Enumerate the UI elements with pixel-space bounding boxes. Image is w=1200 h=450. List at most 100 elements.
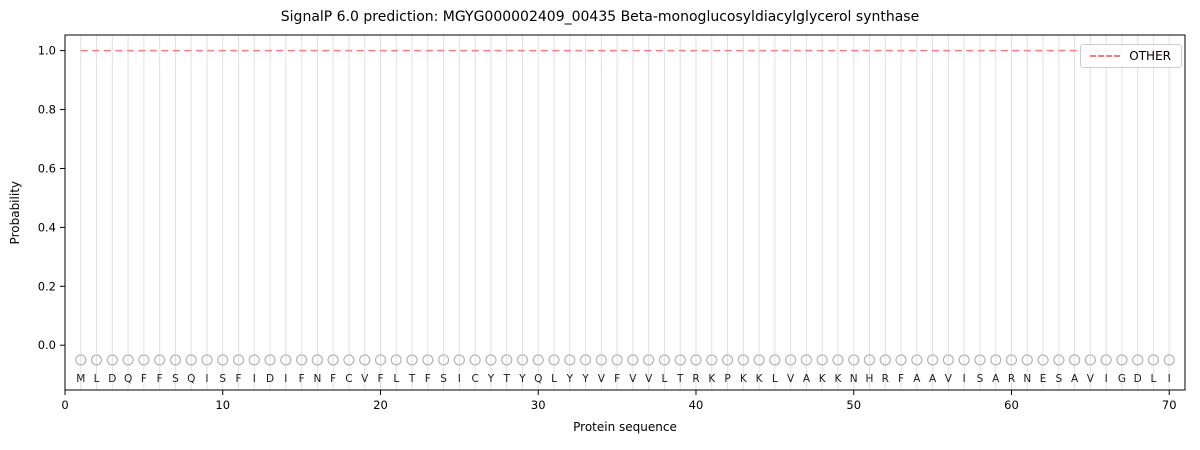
residue-letter: F [614, 373, 620, 385]
residue-marker [374, 354, 387, 366]
residue-marker [1037, 354, 1049, 366]
residue-letter: P [724, 373, 730, 385]
residue-marker [343, 354, 355, 366]
residue-marker [1068, 354, 1081, 366]
x-tick-label: 70 [1162, 398, 1177, 412]
residue-marker [1005, 354, 1018, 366]
residue-marker [169, 354, 182, 366]
residue-letter: A [803, 373, 811, 385]
residue-letter: E [1040, 373, 1047, 385]
residue-letter: D [1134, 373, 1142, 385]
residue-marker [785, 354, 797, 366]
residue-letter: I [458, 373, 461, 385]
residue-marker [1100, 354, 1112, 366]
residue-marker [658, 354, 671, 366]
residue-marker [1116, 354, 1128, 366]
residue-letter: N [313, 373, 321, 385]
residue-marker [990, 354, 1002, 366]
residue-marker [911, 354, 923, 366]
residue-marker [390, 354, 402, 366]
x-tick-label: 30 [531, 398, 546, 412]
y-tick-label: 0.2 [38, 279, 56, 293]
residue-letter: R [882, 373, 889, 385]
residue-marker [75, 354, 87, 366]
residue-letter: Q [187, 373, 195, 385]
residue-letter: T [676, 373, 684, 385]
residue-marker [643, 354, 655, 366]
residue-letter: L [393, 373, 399, 385]
residue-letter: Q [124, 373, 132, 385]
residue-letter: V [598, 373, 606, 385]
y-axis-label-wrap: Probability [8, 35, 22, 390]
residue-letter: F [898, 373, 904, 385]
residue-letter: T [502, 373, 510, 385]
residue-marker [879, 354, 891, 366]
residue-marker [816, 354, 828, 366]
residue-marker [138, 354, 150, 366]
residue-letter: K [835, 373, 843, 385]
residue-letter: V [645, 373, 653, 385]
residue-letter: F [377, 373, 383, 385]
residue-marker [863, 354, 876, 366]
residue-letter: Q [534, 373, 542, 385]
residue-marker [800, 354, 813, 366]
residue-letter: V [945, 373, 953, 385]
residue-marker [1163, 354, 1175, 366]
residue-letter: L [94, 373, 100, 385]
residue-letter: L [1151, 373, 1157, 385]
y-tick-label: 0.8 [38, 103, 56, 117]
residue-letter: L [662, 373, 668, 385]
residue-marker [548, 354, 560, 366]
residue-marker [942, 354, 954, 366]
residue-marker [485, 354, 497, 366]
residue-marker [264, 354, 276, 366]
residue-letter: K [756, 373, 764, 385]
residue-letter: T [408, 373, 416, 385]
residue-marker [453, 354, 465, 366]
residue-marker [516, 354, 529, 366]
residue-marker [469, 354, 481, 366]
residue-marker [564, 354, 576, 366]
residue-marker [201, 354, 213, 366]
residue-letter: S [440, 373, 447, 385]
residue-letter: Y [581, 373, 589, 385]
y-tick-label: 0.0 [38, 338, 56, 352]
residue-marker [1147, 354, 1160, 366]
residue-marker [532, 354, 544, 366]
residue-letter: I [284, 373, 287, 385]
residue-marker [501, 354, 513, 366]
residue-letter: F [141, 373, 147, 385]
residue-letter: A [929, 373, 937, 385]
residue-letter: N [1023, 373, 1031, 385]
x-tick-label: 40 [689, 398, 704, 412]
residue-marker [848, 354, 860, 366]
residue-letter: I [963, 373, 966, 385]
residue-letter: V [361, 373, 369, 385]
residue-letter: G [1118, 373, 1126, 385]
residue-letter: S [172, 373, 179, 385]
y-tick-label: 1.0 [38, 44, 56, 58]
residue-marker [122, 354, 134, 366]
residue-letter: V [787, 373, 795, 385]
residue-letter: A [1071, 373, 1079, 385]
residue-marker [106, 354, 118, 366]
residue-marker [721, 354, 734, 366]
residue-marker [1021, 354, 1033, 366]
x-tick-label: 20 [373, 398, 388, 412]
residue-marker [359, 354, 371, 366]
residue-letter: F [425, 373, 431, 385]
legend: OTHER [1080, 44, 1182, 68]
residue-letter: C [345, 373, 352, 385]
residue-letter: S [977, 373, 984, 385]
residue-marker [232, 354, 245, 366]
residue-marker [185, 354, 197, 366]
residue-marker [595, 354, 607, 366]
residue-letter: M [76, 373, 85, 385]
x-axis-label: Protein sequence [573, 420, 677, 434]
residue-marker [280, 354, 292, 366]
residue-marker [706, 354, 718, 366]
residue-marker [927, 354, 939, 366]
residue-marker [1053, 354, 1065, 366]
residue-letter: R [1008, 373, 1015, 385]
